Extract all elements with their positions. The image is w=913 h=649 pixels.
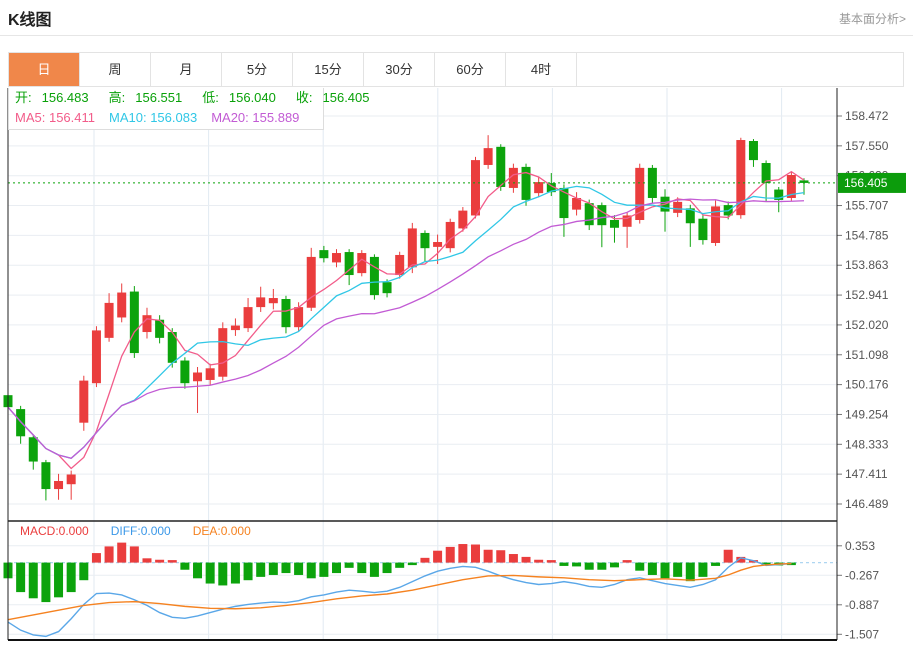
ohlc-info-box: 开: 156.483 高: 156.551 低: 156.040 收: 156.405 MA5… <box>8 88 370 130</box>
tab-5分[interactable]: 5分 <box>222 53 293 86</box>
tab-月[interactable]: 月 <box>151 53 222 86</box>
close-value: 收: 156.405 <box>295 90 370 105</box>
ma20-line <box>7 198 805 459</box>
tab-日[interactable]: 日 <box>9 53 80 86</box>
dea-value: DEA:0.000 <box>192 524 251 538</box>
svg-text:154.785: 154.785 <box>845 228 889 242</box>
candles <box>3 135 809 501</box>
panel-borders <box>7 88 838 641</box>
ohlc-row: 开: 156.483 高: 156.551 低: 156.040 收: 156.405 <box>9 88 370 108</box>
svg-text:149.254: 149.254 <box>845 407 889 421</box>
svg-text:158.472: 158.472 <box>845 109 889 123</box>
interval-tab-bar: 日周月 5分 15分 30分 60分 4时 <box>8 52 904 87</box>
svg-text:155.707: 155.707 <box>845 199 889 213</box>
macd-histogram <box>3 542 796 603</box>
title-divider <box>0 35 913 36</box>
ma10-value: MA10: 156.083 <box>109 110 198 125</box>
svg-text:147.411: 147.411 <box>845 467 888 481</box>
tab-30分[interactable]: 30分 <box>364 53 435 86</box>
ma20-value: MA20: 155.889 <box>211 110 300 125</box>
high-value: 高: 156.551 <box>108 90 183 105</box>
fundamental-analysis-link[interactable]: 基本面分析> <box>838 12 906 26</box>
svg-text:152.020: 152.020 <box>845 318 889 332</box>
vertical-gridlines <box>93 88 783 640</box>
svg-text:-0.267: -0.267 <box>845 568 879 582</box>
svg-text:-0.887: -0.887 <box>845 598 879 612</box>
svg-text:146.489: 146.489 <box>845 497 889 511</box>
tab-4时[interactable]: 4时 <box>506 53 577 86</box>
low-value: 低: 156.040 <box>202 90 276 105</box>
svg-text:152.941: 152.941 <box>845 288 889 302</box>
ma5-line <box>7 170 805 470</box>
macd-header: MACD:0.000 DIFF:0.000 DEA:0.000 <box>20 524 251 538</box>
svg-text:157.550: 157.550 <box>845 139 889 153</box>
svg-text:151.098: 151.098 <box>845 348 889 362</box>
tab-周[interactable]: 周 <box>80 53 151 86</box>
svg-text:153.863: 153.863 <box>845 258 889 272</box>
page-title: K线图 <box>8 12 52 29</box>
svg-text:0.353: 0.353 <box>845 539 875 553</box>
svg-text:150.176: 150.176 <box>845 378 889 392</box>
macd-value: MACD:0.000 <box>20 524 89 538</box>
open-value: 开: 156.483 <box>15 90 89 105</box>
diff-value: DIFF:0.000 <box>110 524 171 538</box>
tab-15分[interactable]: 15分 <box>293 53 364 86</box>
dea-line <box>7 562 792 621</box>
svg-text:156.405: 156.405 <box>844 176 888 190</box>
svg-text:148.333: 148.333 <box>845 437 889 451</box>
ma5-value: MA5: 156.411 <box>15 110 95 125</box>
price-axis-labels: 158.472157.550156.629155.707154.785153.8… <box>837 109 889 641</box>
current-price-badge: 156.405 <box>838 172 906 193</box>
svg-text:-1.507: -1.507 <box>845 627 879 641</box>
ma-row: MA5: 156.411 MA10: 156.083 MA20: 155.889 <box>9 108 323 128</box>
ma10-line <box>7 185 805 459</box>
tab-60分[interactable]: 60分 <box>435 53 506 86</box>
